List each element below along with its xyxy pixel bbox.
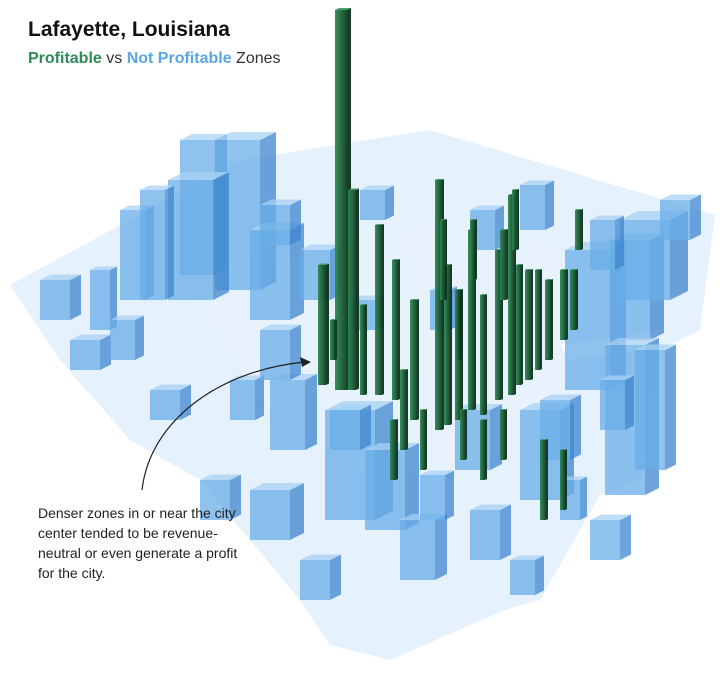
blue-building [168, 172, 229, 300]
green-building [360, 304, 367, 395]
green-building [330, 319, 337, 360]
green-building [480, 294, 487, 415]
green-building [400, 369, 408, 450]
green-building [460, 409, 467, 460]
green-building [444, 264, 452, 425]
not-profitable-buildings [40, 132, 701, 600]
green-building [440, 219, 447, 300]
blue-building [70, 334, 111, 370]
blue-building [140, 185, 174, 300]
blue-building [330, 404, 371, 450]
green-building [535, 269, 542, 370]
green-building [525, 269, 533, 380]
blue-building [590, 514, 631, 560]
blue-building [660, 194, 701, 240]
green-building [500, 409, 507, 460]
green-building [318, 263, 329, 385]
green-building [410, 299, 419, 420]
blue-building [590, 215, 624, 270]
blue-building [110, 315, 144, 360]
green-building [516, 264, 523, 385]
blue-building [510, 555, 544, 595]
legend-vs: vs [106, 50, 123, 67]
green-building [575, 209, 583, 250]
blue-building [40, 274, 81, 320]
legend-not-profitable: Not Profitable [126, 50, 232, 67]
legend-profitable: Profitable [28, 50, 102, 67]
blue-building [200, 474, 241, 520]
blue-building [635, 344, 676, 470]
blue-building [470, 504, 511, 560]
green-building [435, 179, 444, 430]
blue-building [230, 375, 264, 420]
blue-building [420, 470, 454, 520]
green-building [545, 279, 553, 360]
blue-building [400, 514, 447, 580]
blue-building [300, 554, 341, 600]
chart-title: Lafayette, Louisiana [28, 18, 230, 41]
green-building [392, 259, 400, 400]
blue-building [600, 375, 634, 430]
blue-building [150, 384, 191, 420]
annotation-text: Denser zones in or near the city center … [38, 505, 238, 581]
green-building [420, 409, 427, 470]
blue-building [260, 199, 301, 245]
blue-building [270, 374, 317, 450]
green-building [348, 188, 359, 390]
green-building [390, 419, 398, 480]
green-building [560, 449, 567, 510]
green-building [455, 289, 462, 360]
green-building [500, 229, 508, 300]
green-building [560, 269, 568, 340]
green-building [480, 419, 487, 480]
green-building [375, 224, 384, 395]
legend-zones: Zones [236, 50, 281, 67]
green-building [570, 269, 578, 330]
blue-building [250, 483, 304, 540]
green-building [512, 189, 519, 250]
blue-building [520, 180, 554, 230]
green-building [470, 219, 477, 280]
chart-subtitle: Profitable vs Not Profitable Zones [28, 50, 281, 68]
green-building [540, 439, 548, 520]
blue-building [360, 185, 394, 220]
annotation-arrowhead [300, 357, 311, 367]
blue-building [90, 266, 117, 330]
profitable-buildings [318, 8, 583, 520]
blue-building [260, 324, 301, 380]
annotation-arrow [141, 361, 306, 491]
